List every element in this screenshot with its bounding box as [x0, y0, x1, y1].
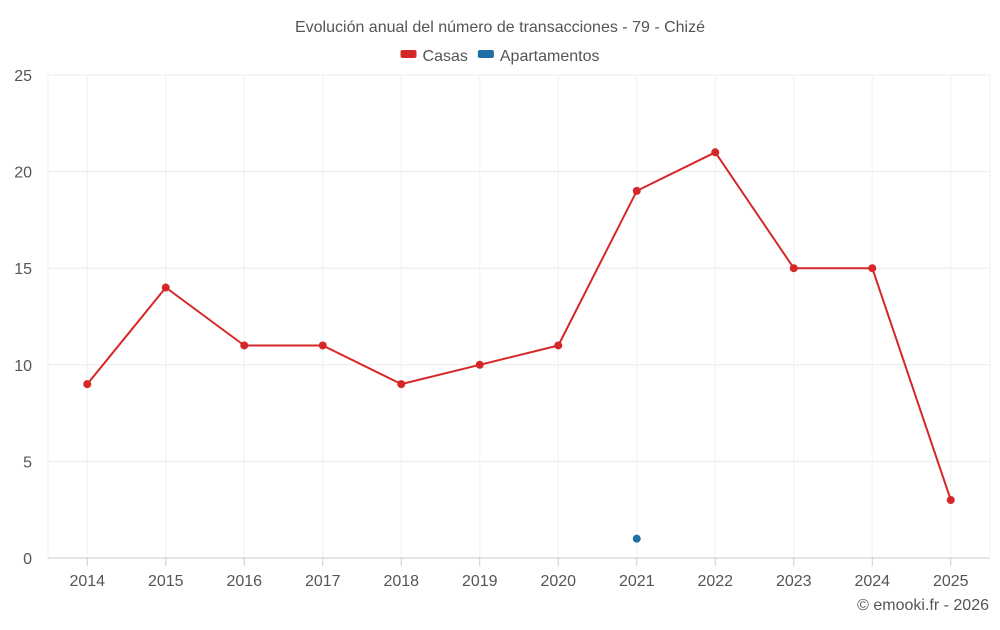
legend-item-1[interactable]: Apartamentos [477, 48, 600, 65]
data-point[interactable] [397, 380, 406, 389]
x-tick-label: 2018 [383, 573, 419, 590]
data-point[interactable] [946, 496, 955, 505]
x-tick-label: 2022 [697, 573, 733, 590]
y-tick-label: 10 [14, 358, 32, 375]
series-line-0 [86, 151, 952, 501]
x-tick-label: 2025 [933, 573, 969, 590]
data-point[interactable] [161, 283, 170, 292]
y-tick-label: 5 [23, 454, 32, 471]
data-point[interactable] [632, 186, 641, 195]
data-point[interactable] [554, 341, 563, 350]
x-tick-label: 2016 [226, 573, 262, 590]
legend-swatch [477, 50, 494, 58]
chart-legend: Casas Apartamentos [400, 48, 600, 65]
legend-swatch [400, 50, 417, 58]
data-point[interactable] [632, 534, 641, 543]
x-tick-label: 2019 [462, 573, 498, 590]
grid-lines [47, 74, 991, 558]
x-tick-label: 2014 [69, 573, 105, 590]
data-point[interactable] [868, 264, 877, 273]
x-tick-label: 2017 [305, 573, 341, 590]
x-tick-label: 2021 [619, 573, 655, 590]
data-point[interactable] [240, 341, 249, 350]
x-tick-label: 2023 [776, 573, 812, 590]
y-tick-label: 25 [14, 68, 32, 85]
y-tick-label: 20 [14, 165, 32, 182]
x-tick-label: 2020 [540, 573, 576, 590]
data-point[interactable] [475, 360, 484, 369]
legend-label: Casas [423, 48, 468, 65]
data-point[interactable] [318, 341, 327, 350]
legend-label: Apartamentos [500, 48, 600, 65]
x-tick-label: 2024 [854, 573, 890, 590]
y-tick-label: 15 [14, 261, 32, 278]
legend-item-0[interactable]: Casas [400, 48, 468, 65]
credit-label: © emooki.fr - 2026 [857, 597, 989, 614]
chart-title: Evolución anual del número de transaccio… [295, 19, 705, 36]
data-point[interactable] [789, 264, 798, 273]
data-point[interactable] [83, 380, 92, 389]
series-layer [83, 148, 955, 543]
x-tick-label: 2015 [148, 573, 184, 590]
y-tick-label: 0 [23, 551, 32, 568]
data-point[interactable] [711, 148, 720, 157]
